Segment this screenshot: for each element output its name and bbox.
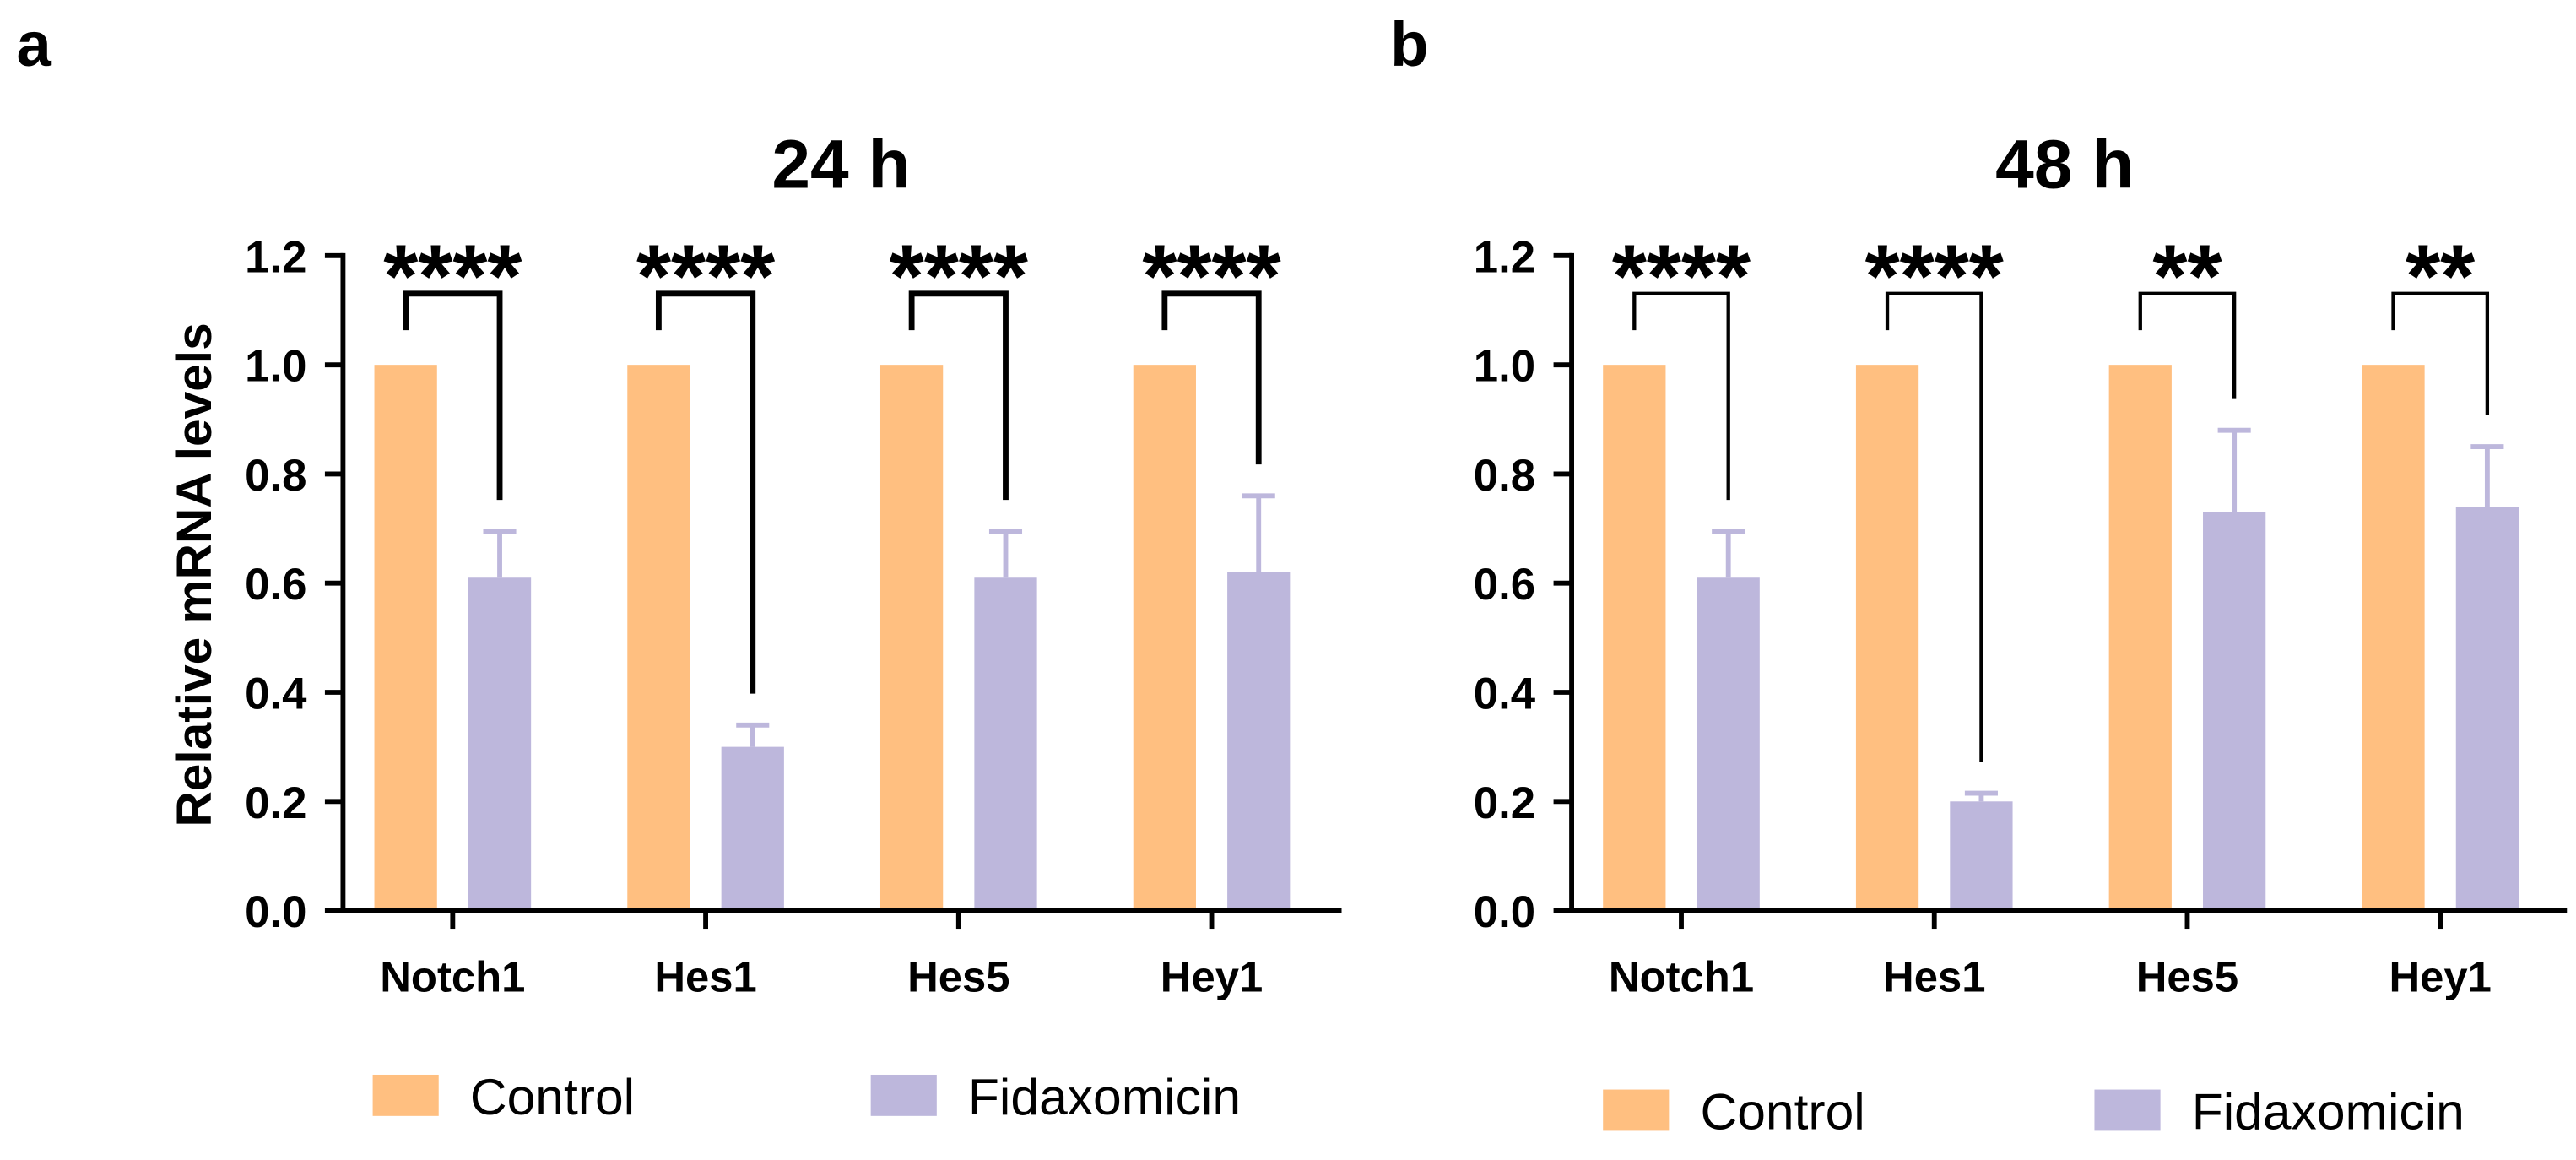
error-bar-fidaxomicin-hes5 xyxy=(2217,427,2251,512)
panel-label: b xyxy=(1390,9,1428,79)
group-hes5: **** xyxy=(879,226,1037,911)
y-tick-label: 0.4 xyxy=(245,669,307,719)
y-tick-label: 0.2 xyxy=(1474,778,1535,828)
significance-stars-hes1: **** xyxy=(1865,226,2004,326)
group-hey1: **** xyxy=(1133,226,1291,911)
legend-label-control: Control xyxy=(470,1068,635,1125)
legend-label-control: Control xyxy=(1700,1082,1864,1140)
y-tick-label: 0.6 xyxy=(245,560,306,610)
bar-control-hes5 xyxy=(2108,365,2172,911)
group-hey1: ** xyxy=(2362,226,2519,911)
significance-stars-hes5: **** xyxy=(890,226,1028,326)
x-tick-label-notch1: Notch1 xyxy=(1609,952,1754,1000)
group-hes5: ** xyxy=(2108,226,2266,911)
bar-control-hey1 xyxy=(1133,365,1196,911)
y-tick-label: 1.0 xyxy=(1474,342,1535,392)
x-tick-label-notch1: Notch1 xyxy=(380,952,525,1000)
chart-title: 24 h xyxy=(771,127,910,203)
y-tick-label: 1.0 xyxy=(245,342,306,392)
bar-control-notch1 xyxy=(1603,365,1666,911)
x-tick-label-hes1: Hes1 xyxy=(654,952,756,1000)
bar-fidaxomicin-hey1 xyxy=(1227,572,1291,911)
legend-label-fidaxomicin: Fidaxomicin xyxy=(2192,1082,2465,1140)
significance-stars-hes5: ** xyxy=(2152,226,2222,326)
x-tick-label-hey1: Hey1 xyxy=(1161,952,1263,1000)
significance-bracket-notch1 xyxy=(403,290,503,501)
bar-fidaxomicin-hes5 xyxy=(2203,512,2266,911)
significance-stars-hey1: ** xyxy=(2406,226,2475,326)
y-tick-label: 0.4 xyxy=(1474,669,1536,719)
legend: Control Fidaxomicin xyxy=(372,1068,1241,1125)
error-bar-fidaxomicin-hey1 xyxy=(1242,493,1275,572)
significance-stars-hey1: **** xyxy=(1142,226,1280,326)
significance-bracket-hes5 xyxy=(908,290,1009,501)
error-bar-fidaxomicin-notch1 xyxy=(483,529,517,578)
y-tick-label: 0.8 xyxy=(1474,451,1535,501)
bar-control-hes1 xyxy=(1855,365,1919,911)
significance-stars-notch1: **** xyxy=(383,226,522,326)
bar-fidaxomicin-notch1 xyxy=(1697,577,1760,911)
error-bar-fidaxomicin-notch1 xyxy=(1712,529,1745,578)
group-hes1: **** xyxy=(1855,226,2013,911)
significance-bracket-hes5 xyxy=(2138,291,2237,399)
panel-label: a xyxy=(17,9,52,79)
error-bar-fidaxomicin-hes1 xyxy=(1964,790,1998,802)
group-notch1: **** xyxy=(1603,226,1760,911)
legend-swatch-fidaxomicin xyxy=(870,1074,937,1116)
legend-swatch-fidaxomicin xyxy=(2094,1089,2161,1131)
axes: 0.0 0.2 0.4 0.6 0.8 1.0 1.2 Notch1 Hes1 Hes5 Hey1 xyxy=(245,232,1342,1000)
bars: **** **** ** ** xyxy=(1603,226,2519,911)
significance-stars-notch1: **** xyxy=(1612,226,1751,326)
group-hes1: **** xyxy=(627,226,784,911)
bar-fidaxomicin-hes1 xyxy=(1950,801,2013,911)
significance-bracket-hes1 xyxy=(655,290,756,694)
x-tick-label-hes5: Hes5 xyxy=(2136,952,2238,1000)
significance-bracket-notch1 xyxy=(1632,291,1730,501)
bars: **** **** **** **** xyxy=(374,226,1291,911)
error-bar-fidaxomicin-hey1 xyxy=(2470,444,2504,507)
y-tick-label: 0.2 xyxy=(245,778,306,828)
y-tick-label: 0.6 xyxy=(1474,560,1535,610)
x-tick-label-hes5: Hes5 xyxy=(907,952,1009,1000)
bar-fidaxomicin-notch1 xyxy=(468,577,532,911)
error-bar-fidaxomicin-hes1 xyxy=(736,722,770,747)
chart-title: 48 h xyxy=(1995,127,2134,203)
bar-fidaxomicin-hes1 xyxy=(721,746,784,911)
y-tick-label: 0.8 xyxy=(245,451,306,501)
bar-control-hes1 xyxy=(627,365,690,911)
y-tick-label: 0.0 xyxy=(1474,887,1535,937)
legend-swatch-control xyxy=(1603,1089,1670,1131)
significance-stars-hes1: **** xyxy=(636,226,775,326)
significance-bracket-hey1 xyxy=(2391,291,2490,415)
bar-fidaxomicin-hes5 xyxy=(974,577,1037,911)
x-tick-label-hes1: Hes1 xyxy=(1883,952,1985,1000)
significance-bracket-hey1 xyxy=(1161,290,1262,465)
x-tick-label-hey1: Hey1 xyxy=(2389,952,2491,1000)
bar-control-hes5 xyxy=(879,365,944,911)
bar-control-hey1 xyxy=(2362,365,2425,911)
y-axis-label: Relative mRNA levels xyxy=(167,323,222,827)
bar-fidaxomicin-hey1 xyxy=(2455,507,2519,911)
y-tick-label: 1.2 xyxy=(245,232,306,282)
legend: Control Fidaxomicin xyxy=(1603,1082,2465,1140)
y-tick-label: 1.2 xyxy=(1474,232,1535,282)
panel-b: b48 h**** **** ** **0.00.20.40.60.81.01.2No… xyxy=(1390,9,2568,1140)
group-notch1: **** xyxy=(374,226,532,911)
error-bar-fidaxomicin-hes5 xyxy=(988,529,1023,578)
legend-swatch-control xyxy=(372,1074,439,1116)
y-tick-label: 0.0 xyxy=(245,887,306,937)
legend-label-fidaxomicin: Fidaxomicin xyxy=(968,1068,1241,1125)
significance-bracket-hes1 xyxy=(1885,291,1983,762)
bar-control-notch1 xyxy=(374,365,437,911)
axes: 0.0 0.2 0.4 0.6 0.8 1.0 1.2 Notch1 Hes1 Hes5 Hey1 xyxy=(1474,232,2568,1000)
